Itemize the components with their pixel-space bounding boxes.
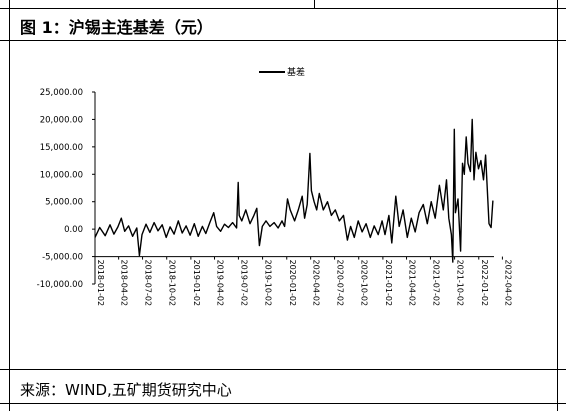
x-tick-label: 2020-07-02 [336,260,345,307]
source-note: 来源：WIND,五矿期货研究中心 [20,381,232,399]
top-tick-rule [314,0,315,8]
outer-right-rule [557,0,558,411]
x-tick-label: 2022-04-02 [503,260,512,307]
frame-bottom-rule [0,403,566,404]
x-axis: 2018-01-02 2018-04-02 2018-07-02 2018-10-02… [94,256,512,307]
x-tick-label: 2018-10-02 [168,260,177,307]
y-tick-label: -5,000.00 [42,253,83,263]
figure-title: 图 1：沪锡主连基差（元） [20,18,213,37]
x-tick-label: 2019-07-02 [239,260,248,307]
basis-series-line [94,118,494,263]
x-tick-label: 2021-04-02 [408,260,417,307]
x-tick-label: 2021-01-02 [384,260,393,307]
chart-legend: 基差 [259,66,305,78]
plot-area [94,118,494,263]
y-tick-label: -10,000.00 [37,280,83,290]
x-tick-label: 2018-01-02 [96,260,105,307]
y-tick-label: 0.00 [64,225,83,235]
y-axis: -10,000.00 -5,000.00 0.00 5,000.00 10,000.00… [37,88,96,290]
x-tick-label: 2020-04-02 [312,260,321,307]
x-tick-label: 2018-04-02 [120,260,129,307]
y-tick-label: 10,000.00 [40,170,83,180]
legend-label: 基差 [287,66,305,78]
footer-top-rule [0,369,566,370]
y-tick-label: 15,000.00 [40,143,83,153]
x-tick-label: 2020-01-02 [288,260,297,307]
y-tick-label: 25,000.00 [40,88,83,98]
y-tick-label: 20,000.00 [40,115,83,125]
frame-top-rule [0,8,566,9]
x-tick-label: 2018-07-02 [144,260,153,307]
x-tick-label: 2019-04-02 [216,260,225,306]
outer-left-rule [9,0,10,411]
y-tick-label: 5,000.00 [45,198,83,208]
x-tick-label: 2021-10-02 [456,260,465,307]
x-tick-label: 2022-01-02 [480,260,489,307]
x-tick-label: 2019-01-02 [192,260,201,307]
x-tick-label: 2021-07-02 [431,260,440,307]
x-tick-label: 2020-10-02 [360,260,369,307]
header-bottom-rule [0,40,566,41]
x-tick-label: 2019-10-02 [264,260,273,307]
